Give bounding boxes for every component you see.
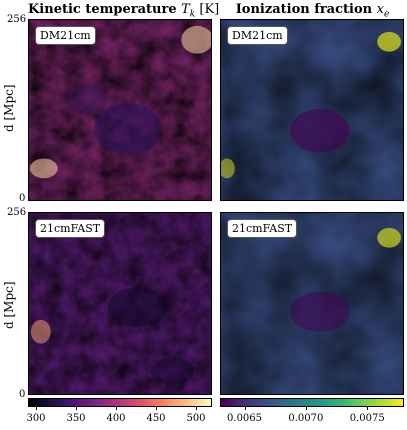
ytick-top-256: 256 bbox=[7, 14, 27, 25]
temperature-colorbar-tick-label: 500 bbox=[186, 413, 206, 424]
hot-region bbox=[30, 319, 51, 344]
low-ionization-region bbox=[290, 109, 350, 153]
cold-void-region bbox=[94, 103, 162, 155]
high-ionization-region bbox=[377, 31, 402, 52]
low-ionization-region bbox=[290, 292, 350, 332]
ionization-colorbar-tick-mark bbox=[305, 407, 307, 410]
high-ionization-region bbox=[377, 227, 402, 248]
heatmap-temperature-dm21cm: DM21cm bbox=[28, 19, 212, 201]
heatmap-temperature-21cmfast: 21cmFAST bbox=[28, 212, 212, 395]
ylabel-bottom: d [Mpc] bbox=[2, 281, 16, 329]
row-label-dm21cm: DM21cm bbox=[227, 26, 288, 45]
ionization-colorbar-tick-label: 0.0070 bbox=[288, 413, 324, 424]
cold-void-region bbox=[108, 287, 168, 327]
temperature-map-dm21cm bbox=[29, 20, 211, 200]
temperature-colorbar-tick-label: 400 bbox=[106, 413, 126, 424]
temperature-colorbar-tick-mark bbox=[76, 407, 77, 410]
temperature-map-21cmfast bbox=[29, 213, 211, 394]
temperature-colorbar-tick-mark bbox=[196, 407, 197, 410]
temperature-column-title: Kinetic temperature Tk [K] bbox=[28, 2, 220, 20]
heatmap-ionization-dm21cm: DM21cm bbox=[220, 19, 404, 201]
cold-void-region bbox=[150, 357, 195, 386]
temperature-colorbar bbox=[28, 398, 212, 407]
ylabel-top: d [Mpc] bbox=[2, 84, 16, 132]
ytick-bottom-256: 256 bbox=[7, 207, 27, 218]
ionization-colorbar-tick-label: 0.0075 bbox=[349, 413, 385, 424]
ionization-map-21cmfast bbox=[221, 213, 403, 394]
ytick-top-0: 0 bbox=[19, 193, 26, 204]
ionization-colorbar-tick-mark bbox=[244, 407, 246, 410]
ionization-map-dm21cm bbox=[221, 20, 403, 200]
hot-region bbox=[29, 158, 58, 179]
hot-region bbox=[181, 25, 211, 54]
row-label-21cmfast: 21cmFAST bbox=[227, 219, 298, 238]
row-label-21cmfast: 21cmFAST bbox=[35, 219, 106, 238]
heatmap-ionization-21cmfast: 21cmFAST bbox=[220, 212, 404, 395]
ionization-column-title: Ionization fraction xe bbox=[235, 2, 390, 20]
temperature-colorbar-tick-mark bbox=[116, 407, 117, 410]
temperature-colorbar-tick-mark bbox=[156, 407, 157, 410]
ionization-colorbar bbox=[220, 398, 404, 407]
temperature-colorbar-tick-mark bbox=[36, 407, 37, 410]
temperature-colorbar-tick-label: 350 bbox=[66, 413, 86, 424]
ionization-colorbar-tick-label: 0.0065 bbox=[227, 413, 263, 424]
ionization-colorbar-tick-mark bbox=[367, 407, 369, 410]
row-label-dm21cm: DM21cm bbox=[35, 26, 96, 45]
temperature-colorbar-tick-label: 450 bbox=[146, 413, 166, 424]
cold-void-region bbox=[68, 84, 109, 114]
temperature-colorbar-tick-label: 300 bbox=[26, 413, 46, 424]
ytick-bottom-0: 0 bbox=[19, 389, 26, 400]
high-ionization-region bbox=[221, 158, 235, 179]
